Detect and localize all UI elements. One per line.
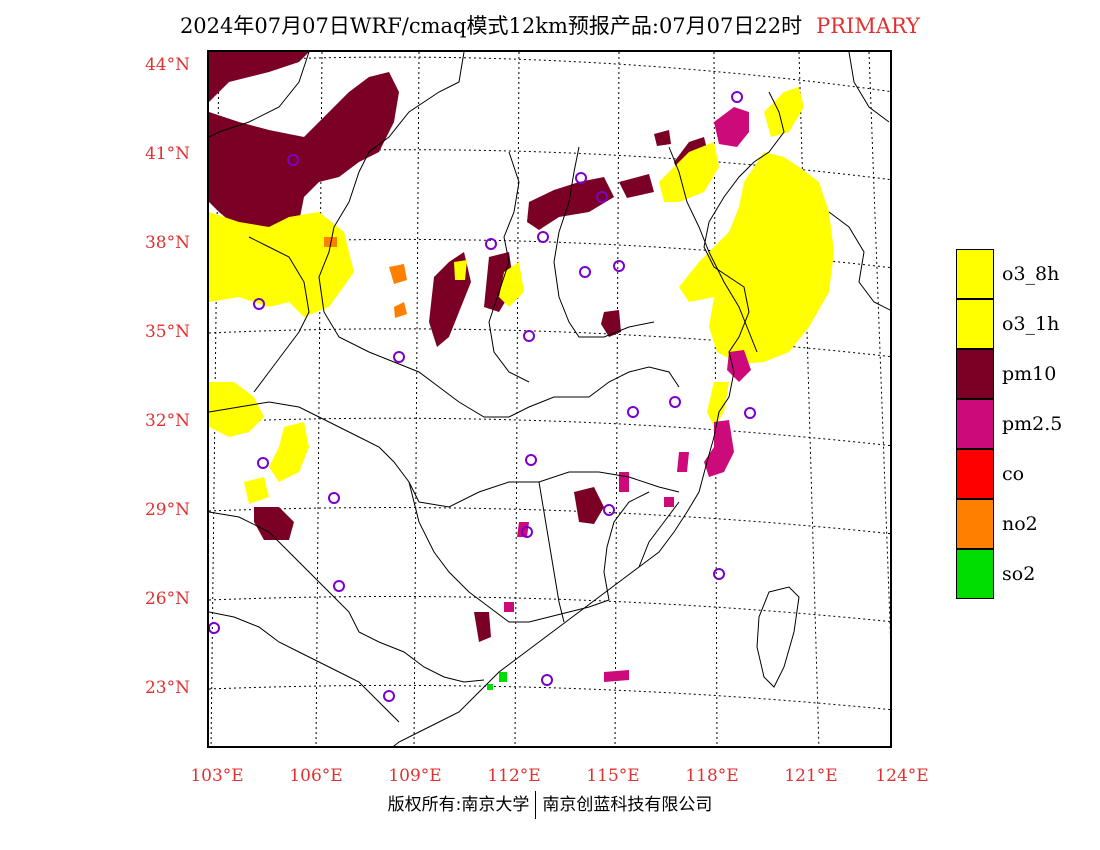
lat-label-44n: 44°N xyxy=(144,55,190,75)
copyright-left: 版权所有:南京大学 xyxy=(387,795,530,815)
lon-label-109e: 109°E xyxy=(388,766,442,786)
legend-label-o3-1h: o3_1h xyxy=(1002,313,1060,335)
station-markers xyxy=(209,91,756,702)
legend-item-pm10: pm10 xyxy=(956,349,1096,399)
lat-label-29n: 29°N xyxy=(144,500,190,520)
legend-item-co: co xyxy=(956,449,1096,499)
lat-label-35n: 35°N xyxy=(144,322,190,342)
primary-tag: PRIMARY xyxy=(816,14,921,38)
legend-swatch-so2 xyxy=(956,549,994,599)
legend: o3_8h o3_1h pm10 pm2.5 co no2 so2 xyxy=(956,249,1096,599)
legend-swatch-pm10 xyxy=(956,349,994,399)
pm10-areas xyxy=(209,52,709,642)
legend-label-pm25: pm2.5 xyxy=(1002,413,1063,435)
legend-label-o3-8h: o3_8h xyxy=(1002,263,1060,285)
lon-label-112e: 112°E xyxy=(487,766,541,786)
lat-label-32n: 32°N xyxy=(144,411,190,431)
legend-label-co: co xyxy=(1002,463,1025,485)
lon-label-121e: 121°E xyxy=(784,766,838,786)
legend-item-pm25: pm2.5 xyxy=(956,399,1096,449)
lat-label-26n: 26°N xyxy=(144,589,190,609)
lon-label-106e: 106°E xyxy=(289,766,343,786)
map-panel xyxy=(207,50,892,748)
legend-label-so2: so2 xyxy=(1002,563,1036,585)
lat-label-23n: 23°N xyxy=(144,678,190,698)
forecast-map xyxy=(209,52,890,746)
legend-item-so2: so2 xyxy=(956,549,1096,599)
legend-swatch-co xyxy=(956,449,994,499)
copyright-separator xyxy=(535,791,537,819)
lat-label-41n: 41°N xyxy=(144,144,190,164)
pm25-areas xyxy=(504,107,751,682)
legend-swatch-o3-8h xyxy=(956,249,994,299)
legend-swatch-o3-1h xyxy=(956,299,994,349)
lon-label-115e: 115°E xyxy=(586,766,640,786)
lon-label-118e: 118°E xyxy=(685,766,739,786)
legend-item-o3-1h: o3_1h xyxy=(956,299,1096,349)
taiwan-outline xyxy=(756,586,800,688)
map-title: 2024年07月07日WRF/cmaq模式12km预报产品:07月07日22时 P… xyxy=(0,10,1100,40)
lon-label-124e: 124°E xyxy=(875,766,929,786)
title-text: 2024年07月07日WRF/cmaq模式12km预报产品:07月07日22时 xyxy=(179,14,803,38)
copyright: 版权所有:南京大学 南京创蓝科技有限公司 xyxy=(0,790,1100,819)
legend-label-no2: no2 xyxy=(1002,513,1038,535)
lat-label-38n: 38°N xyxy=(144,233,190,253)
legend-item-o3-8h: o3_8h xyxy=(956,249,1096,299)
legend-swatch-no2 xyxy=(956,499,994,549)
so2-areas xyxy=(487,672,507,690)
o3-areas xyxy=(209,87,834,504)
copyright-right: 南京创蓝科技有限公司 xyxy=(542,795,713,815)
legend-label-pm10: pm10 xyxy=(1002,363,1057,385)
legend-item-no2: no2 xyxy=(956,499,1096,549)
lon-label-103e: 103°E xyxy=(190,766,244,786)
legend-swatch-pm25 xyxy=(956,399,994,449)
boundaries xyxy=(209,52,890,746)
